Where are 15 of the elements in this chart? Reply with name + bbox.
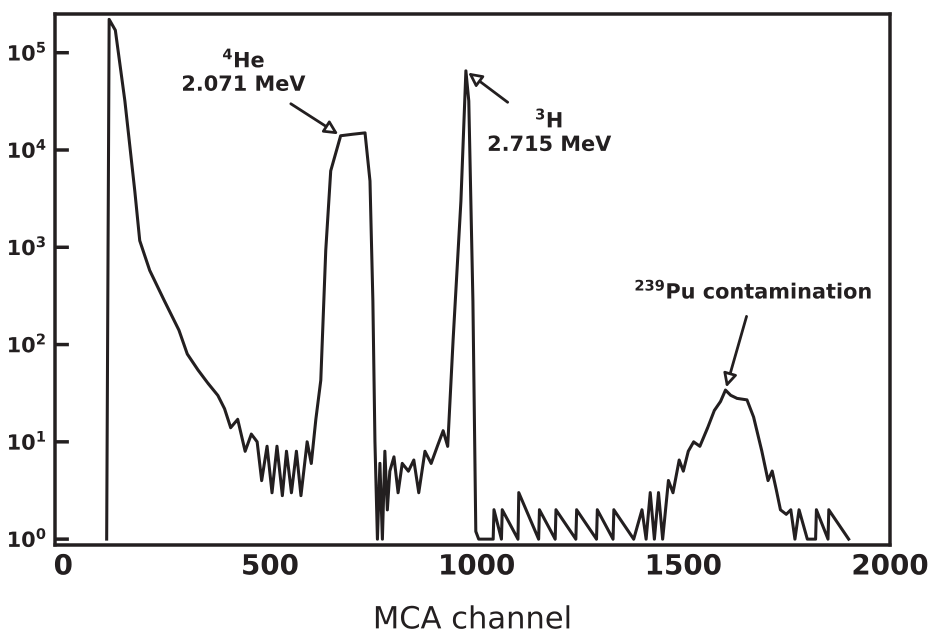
x-tick-label: 1000 — [441, 554, 514, 575]
annotation: $^{239}$Pu contamination — [636, 280, 871, 299]
x-axis-title: MCA channel — [376, 605, 570, 629]
x-tick-label: 2000 — [854, 554, 928, 575]
annotation: $^{4}$He 2.071 MeV — [182, 48, 306, 91]
annotation: $^{3}$H 2.715 MeV — [488, 108, 612, 152]
y-tick-label: 10$^{5}$ — [9, 42, 45, 61]
y-tick-label: 10$^{1}$ — [9, 431, 45, 450]
y-tick-label: 10$^{4}$ — [9, 139, 46, 158]
y-tick-label: 10$^{0}$ — [9, 528, 46, 548]
y-tick-label: 10$^{3}$ — [9, 236, 45, 256]
x-tick-label: 1500 — [648, 554, 721, 575]
x-tick-label: 500 — [243, 554, 298, 575]
y-tick-label: 10$^{2}$ — [9, 334, 45, 353]
x-tick-label: 0 — [54, 554, 72, 575]
